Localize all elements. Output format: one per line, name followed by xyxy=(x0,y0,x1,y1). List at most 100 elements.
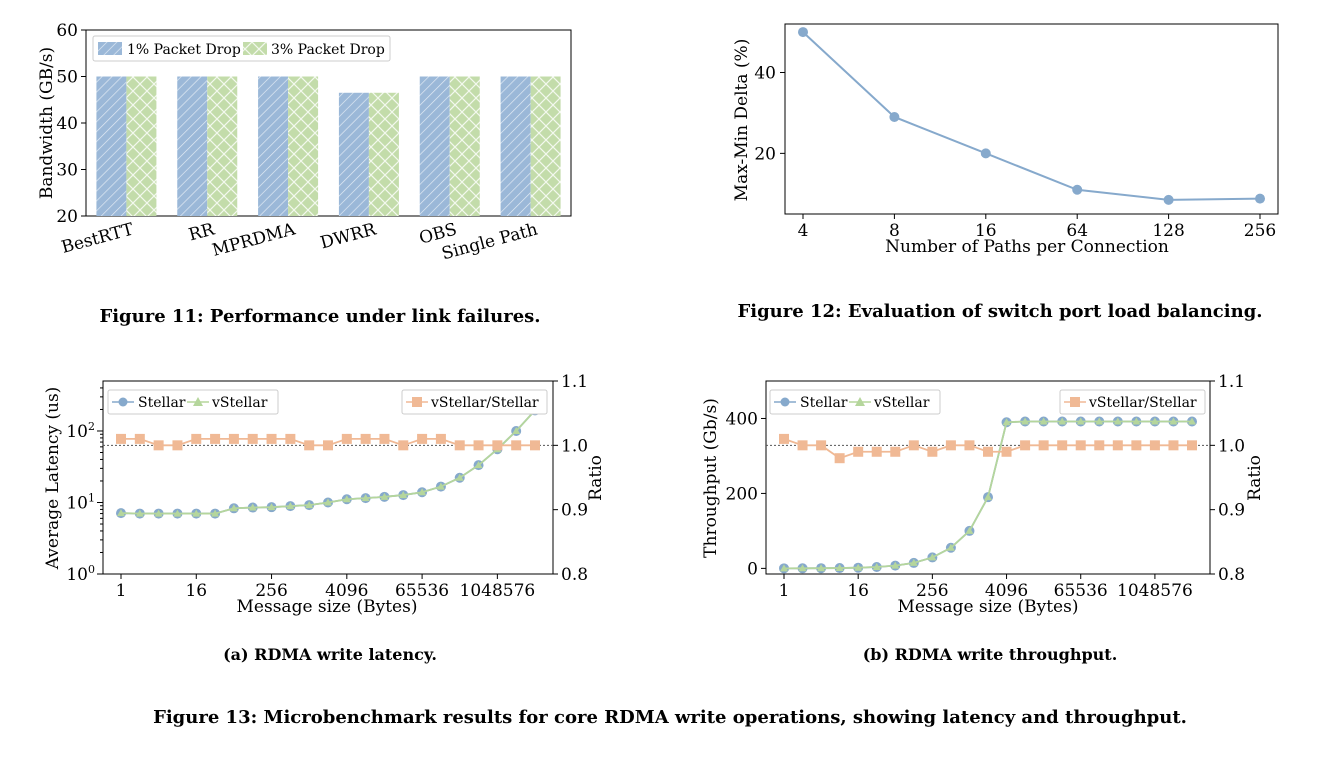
fig13b-point-s2 xyxy=(1169,417,1178,425)
fig12-xtick-label: 128 xyxy=(1152,221,1184,241)
fig13b-point-s2 xyxy=(1076,417,1085,425)
fig13b-xtick-label: 65536 xyxy=(1054,581,1108,601)
fig11-bar-dwrr-s2 xyxy=(368,92,399,216)
fig13b-point-s3 xyxy=(834,453,845,464)
fig13a-point-s3 xyxy=(530,440,540,451)
fig13a-y2label: Ratio xyxy=(586,455,606,501)
fig11-bar-obs-s2 xyxy=(449,76,480,216)
fig12-xtick-label: 8 xyxy=(889,221,900,241)
fig11-ytick-label: 30 xyxy=(56,161,78,181)
fig13a-point-s3 xyxy=(398,440,409,451)
fig13b-y2tick-label: 0.8 xyxy=(1218,565,1245,585)
fig13b-point-s2 xyxy=(984,493,992,501)
fig13a-point-s3 xyxy=(323,440,333,451)
fig13b-xtick-label: 4096 xyxy=(985,581,1028,601)
fig13a-ytick-label: 102 xyxy=(66,420,95,442)
fig13a-legend-left: Stellar vStellar xyxy=(107,389,279,415)
fig13a-legend-ratio: vStellar/Stellar xyxy=(430,395,539,411)
fig13a-point-s2 xyxy=(324,498,332,506)
fig13a-point-s3 xyxy=(191,433,202,444)
fig13b-legend-stellar-marker xyxy=(780,397,790,407)
fig11-bar-mprdma-s2 xyxy=(288,76,319,216)
fig13b-point-s3 xyxy=(964,440,975,451)
fig13a-point-s3 xyxy=(247,433,258,444)
fig13b-point-s3 xyxy=(871,446,882,457)
fig13a-point-s2 xyxy=(211,509,220,517)
fig13b-point-s2 xyxy=(872,562,881,570)
fig13a-point-s3 xyxy=(360,433,371,444)
fig11-ytick-label: 60 xyxy=(56,21,78,41)
fig13a-xtick-label: 65536 xyxy=(395,581,449,601)
fig13b-legend-left: Stellar vStellar xyxy=(769,389,941,415)
fig13a-legend-vstellar-marker xyxy=(193,397,203,406)
fig13a-point-s3 xyxy=(134,433,145,444)
fig11-legend-swatch-1 xyxy=(98,42,122,55)
fig13b-point-s2 xyxy=(1021,417,1030,425)
fig13-caption: Figure 13: Microbenchmark results for co… xyxy=(153,707,1187,728)
fig13a-y2tick-label: 0.9 xyxy=(561,501,588,521)
fig13a-point-s2 xyxy=(248,503,257,511)
fig13a-caption: (a) RDMA write latency. xyxy=(223,645,437,664)
fig12-point xyxy=(1072,184,1083,195)
fig13b-point-s2 xyxy=(1113,417,1122,425)
fig13b-ytick-label: 400 xyxy=(726,409,758,429)
fig13b-point-s2 xyxy=(891,561,900,569)
fig12-xlabel: Number of Paths per Connection xyxy=(885,237,1169,257)
fig11-bar-single-path-s1 xyxy=(500,76,531,216)
fig13b-point-s2 xyxy=(1132,417,1141,425)
fig13b-legend-right: vStellar/Stellar xyxy=(1059,389,1206,415)
fig13a-point-s2 xyxy=(418,488,427,496)
fig13b-legend-vstellar-marker xyxy=(855,397,865,406)
fig13b-point-s2 xyxy=(1002,418,1011,426)
fig11-ytick-label: 20 xyxy=(56,207,78,227)
fig13a-xtick-label: 1 xyxy=(116,581,127,601)
fig13a-point-s2 xyxy=(154,509,163,517)
fig11-legend: 1% Packet Drop 3% Packet Drop xyxy=(92,35,391,62)
fig13b-point-s2 xyxy=(946,543,955,551)
fig13b-point-s3 xyxy=(1094,440,1105,451)
fig13b-xtick-label: 1048576 xyxy=(1117,581,1193,601)
fig13a-point-s3 xyxy=(511,440,522,451)
fig12-xtick-label: 4 xyxy=(798,221,809,241)
fig13b-point-s3 xyxy=(1038,440,1049,451)
fig13b-point-s3 xyxy=(890,446,901,457)
fig13a-legend-ratio-marker xyxy=(412,397,422,407)
fig13b-point-s2 xyxy=(854,563,863,571)
fig13a-point-s3 xyxy=(473,440,484,451)
fig11-bar-mprdma-s1 xyxy=(258,76,289,216)
fig13a-point-s2 xyxy=(173,509,182,517)
fig12-ytick-label: 20 xyxy=(754,144,776,164)
fig13b-point-s3 xyxy=(1131,440,1142,451)
fig11-bar-bestrtt-s1 xyxy=(96,76,127,216)
fig13a-xtick-label: 4096 xyxy=(325,581,368,601)
fig13b-point-s2 xyxy=(909,558,918,566)
fig13b-ytick-label: 0 xyxy=(747,559,758,579)
fig13b-xtick-label: 16 xyxy=(847,581,869,601)
fig11-legend-swatch-2 xyxy=(243,42,267,55)
fig13a-y2tick-label: 1.0 xyxy=(561,436,588,456)
fig13b-point-s2 xyxy=(817,564,826,572)
fig11-bar-dwrr-s1 xyxy=(338,92,369,216)
fig12-xtick-label: 16 xyxy=(975,221,997,241)
fig13b-point-s3 xyxy=(1112,440,1123,451)
fig13b-point-s3 xyxy=(1001,446,1012,457)
fig13b-point-s3 xyxy=(1075,440,1086,451)
fig13a-point-s2 xyxy=(286,502,295,510)
fig13a-legend-vstellar: vStellar xyxy=(211,395,268,411)
fig11-bar-bestrtt-s2 xyxy=(126,76,157,216)
fig13b-y2tick-label: 1.1 xyxy=(1218,372,1245,392)
fig12-ytick-label: 40 xyxy=(754,64,776,84)
fig13a-point-s2 xyxy=(512,426,521,434)
fig13b-point-s2 xyxy=(1058,417,1067,425)
fig13b-point-s2 xyxy=(965,526,974,534)
fig13a-ytick-label: 101 xyxy=(66,491,95,513)
fig13b-point-s3 xyxy=(1168,440,1179,451)
fig13a-point-s2 xyxy=(229,504,238,512)
fig13b-point-s2 xyxy=(780,564,788,572)
fig12-point xyxy=(1255,193,1265,204)
fig12-xtick-label: 256 xyxy=(1244,221,1276,241)
fig11-legend-label-2: 3% Packet Drop xyxy=(271,42,385,58)
fig13a-point-s3 xyxy=(116,433,126,444)
